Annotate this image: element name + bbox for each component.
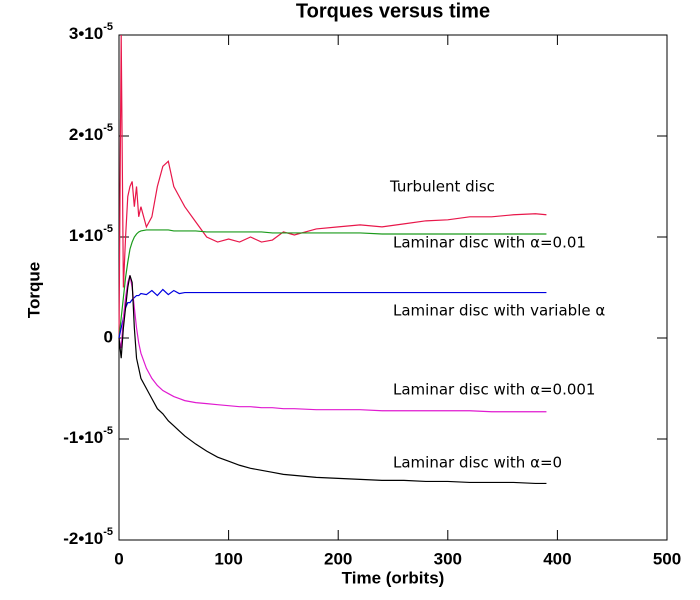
y-tick-exponent: -5 xyxy=(103,526,113,538)
series-label: Laminar disc with α=0.001 xyxy=(393,381,595,399)
series-line xyxy=(118,275,547,485)
x-tick-label: 100 xyxy=(214,549,242,568)
y-tick-exponent: -5 xyxy=(103,122,113,134)
y-tick-exponent: -5 xyxy=(103,425,113,437)
y-tick-label: 1•10-5 xyxy=(69,223,113,246)
series-label: Laminar disc with α=0 xyxy=(393,454,562,472)
series-label: Laminar disc with variable α xyxy=(393,302,605,320)
y-tick-label: 2•10-5 xyxy=(69,122,113,145)
series-label: Laminar disc with α=0.01 xyxy=(393,234,586,252)
y-tick-label: 3•10-5 xyxy=(69,21,113,44)
y-tick-base: 1•10 xyxy=(69,226,103,245)
series-label: Turbulent disc xyxy=(389,178,495,196)
y-tick-label: -1•10-5 xyxy=(63,425,113,448)
x-tick-label: 200 xyxy=(324,549,352,568)
x-tick-label: 400 xyxy=(543,549,571,568)
y-tick-base: 2•10 xyxy=(69,125,103,144)
y-tick-base: 3•10 xyxy=(69,24,103,43)
y-tick-exponent: -5 xyxy=(103,223,113,235)
y-tick-base: -1•10 xyxy=(63,428,103,447)
chart-title: Torques versus time xyxy=(296,0,490,22)
y-tick-label: 0 xyxy=(104,327,113,346)
x-axis-label: Time (orbits) xyxy=(342,568,445,587)
y-tick-base: -2•10 xyxy=(63,529,103,548)
y-tick-label: -2•10-5 xyxy=(63,526,113,549)
x-tick-label: 0 xyxy=(114,549,123,568)
y-tick-exponent: -5 xyxy=(103,21,113,33)
x-tick-label: 500 xyxy=(653,549,681,568)
y-axis-label: Torque xyxy=(24,262,43,318)
x-tick-label: 300 xyxy=(434,549,462,568)
series-line xyxy=(118,34,547,339)
series-line xyxy=(118,229,547,339)
